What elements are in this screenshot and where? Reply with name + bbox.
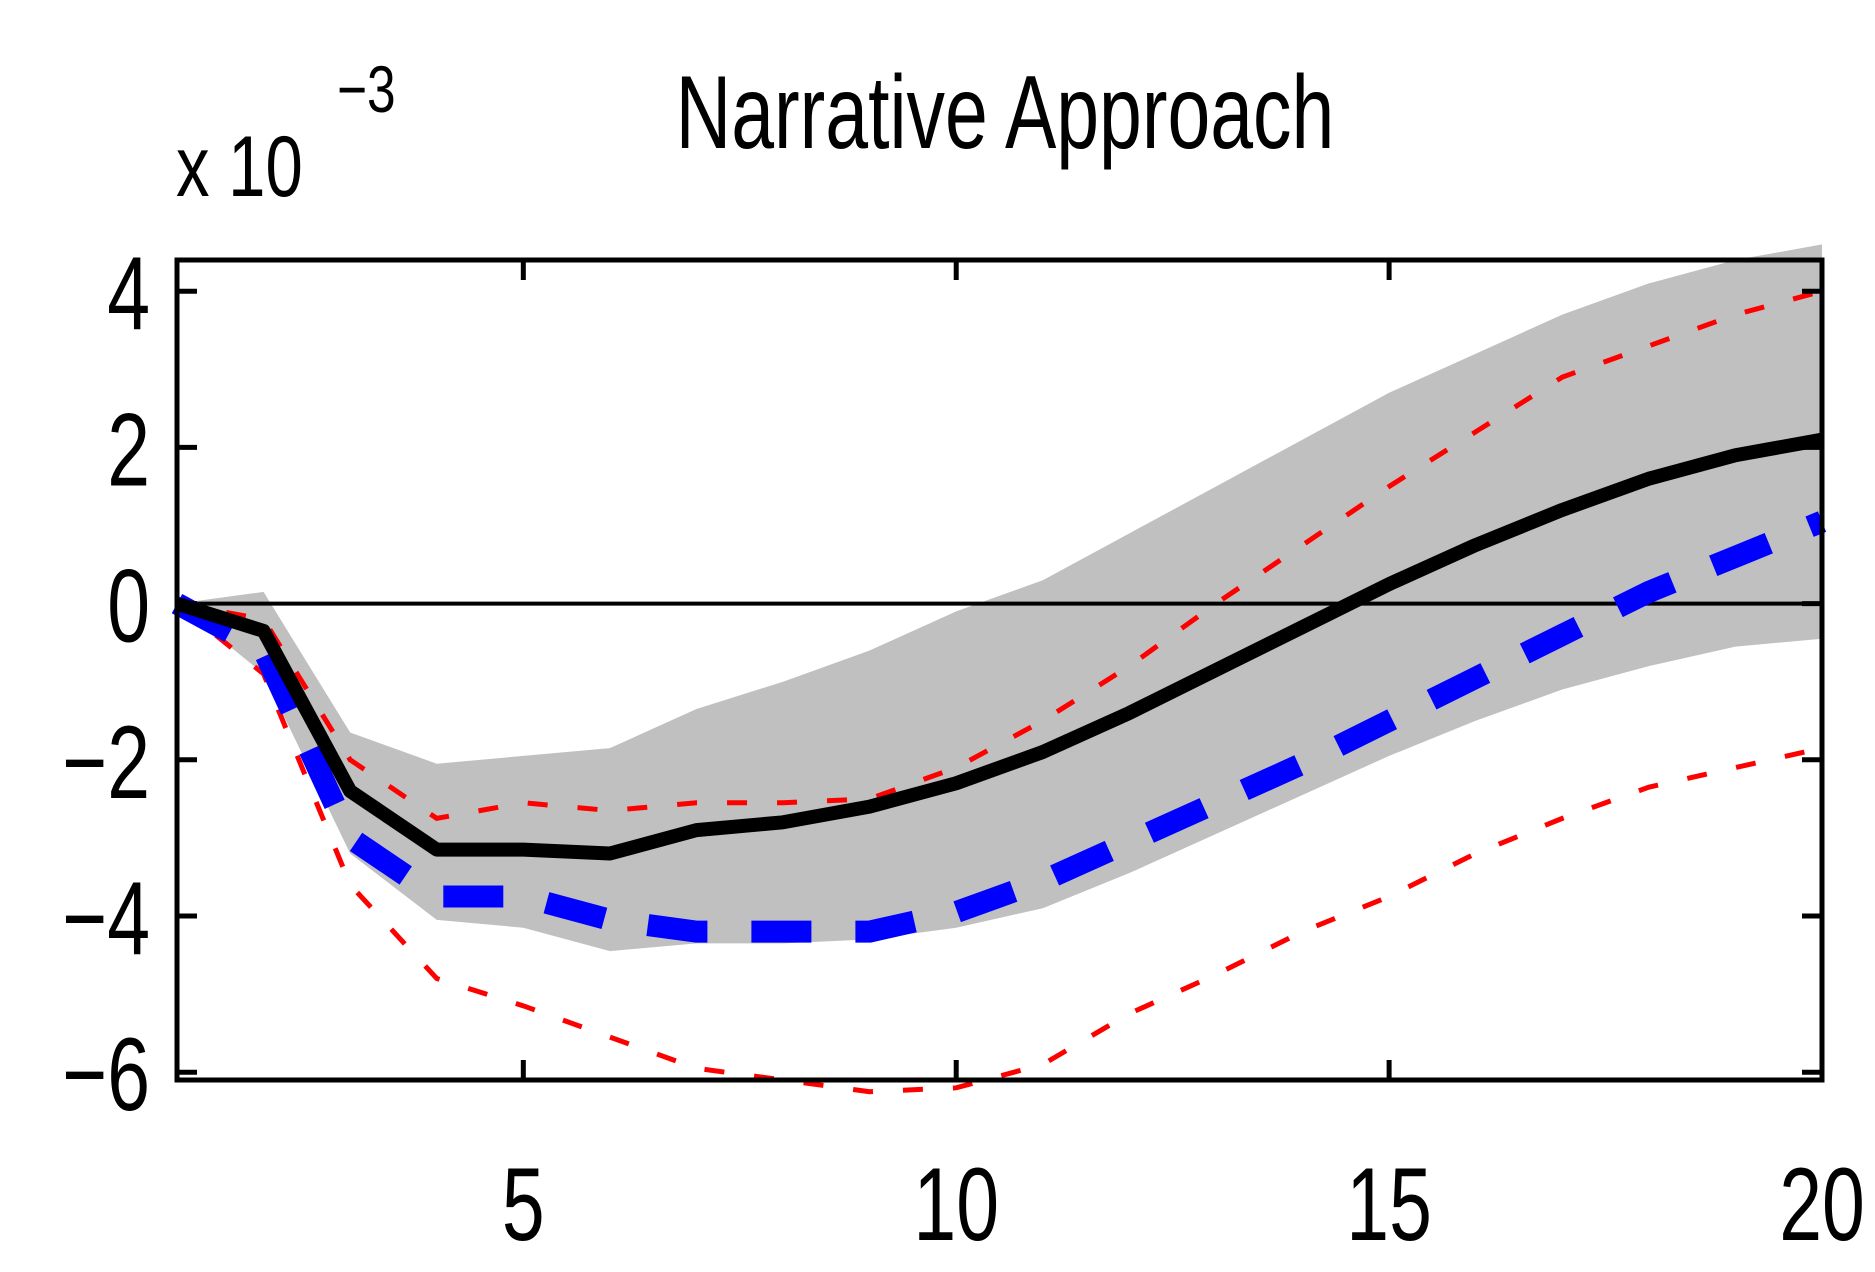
y-tick-label: −6 [62, 1017, 150, 1133]
axis-layer [174, 257, 1825, 1083]
chart-title: Narrative Approach [676, 55, 1335, 171]
x-tick-label: 15 [1346, 1147, 1432, 1263]
plot-layer [171, 244, 1827, 1095]
y-tick-label: 4 [107, 236, 150, 352]
y-scale-exponent: −3 [337, 52, 396, 127]
plot-frame [174, 257, 1825, 1083]
confidence-band-1 [177, 244, 1822, 952]
dotted-bound-line-2 [175, 601, 1823, 1095]
x-tick-label: 20 [1779, 1147, 1865, 1263]
y-tick-label: 0 [107, 548, 150, 664]
y-scale-multiplier: x 10 [176, 119, 303, 215]
dashed-line-1 [171, 511, 1827, 943]
x-tick-label: 10 [913, 1147, 999, 1263]
y-tick-label: 2 [107, 392, 150, 508]
x-tick-label: 5 [502, 1147, 545, 1263]
solid-line-1 [174, 432, 1824, 861]
y-tick-label: −4 [62, 861, 150, 977]
y-tick-label: −2 [62, 705, 150, 821]
